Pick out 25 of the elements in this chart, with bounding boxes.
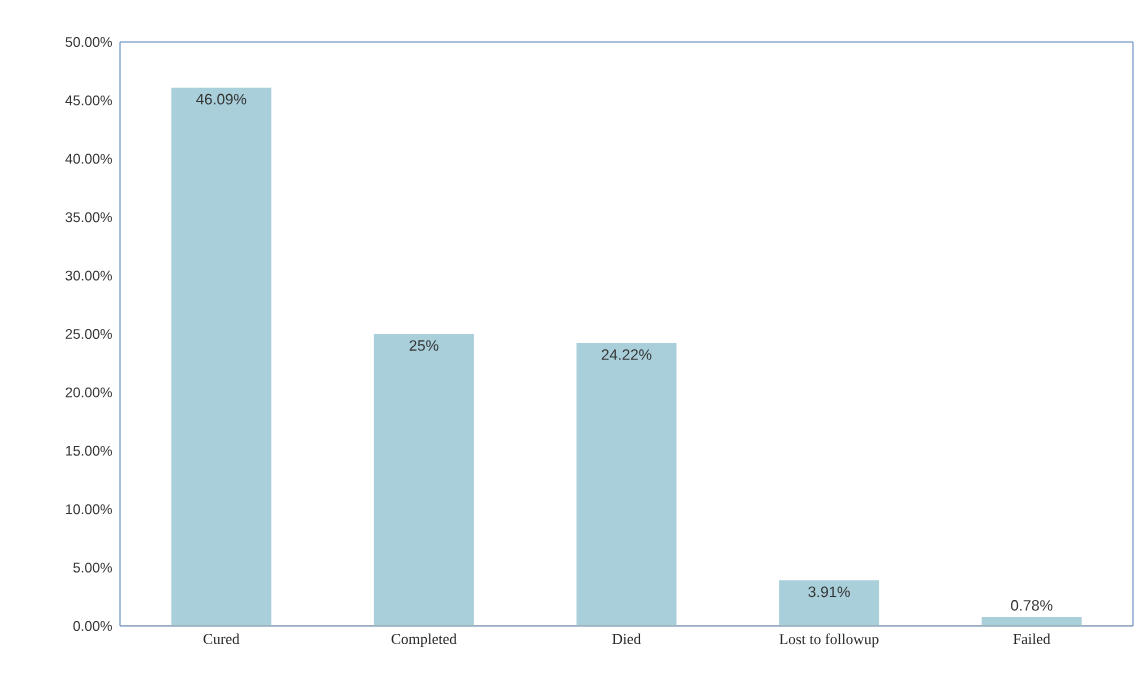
y-tick-label: 20.00% (65, 387, 112, 398)
y-tick-label: 5.00% (73, 562, 112, 573)
y-tick-label: 0.00% (73, 621, 112, 631)
y-tick-label: 40.00% (65, 153, 112, 164)
y-tick-label: 50.00% (65, 37, 112, 47)
x-tick-label: Cured (203, 633, 240, 645)
data-label: 0.78% (1011, 600, 1053, 611)
data-label: 24.22% (601, 349, 652, 360)
data-label: 25% (409, 340, 439, 351)
bar (171, 87, 272, 626)
x-tick-label: Died (612, 633, 641, 645)
data-label: 46.09% (196, 93, 247, 105)
bar (576, 343, 677, 626)
data-label: 3.91% (808, 586, 850, 598)
x-tick-label: Completed (391, 633, 457, 648)
bar (779, 580, 880, 626)
x-tick-label: Lost to followup (779, 633, 879, 648)
y-tick-label: 35.00% (65, 212, 112, 223)
y-tick-label: 15.00% (66, 445, 112, 456)
x-tick-label: Failed (1013, 633, 1051, 645)
y-tick-label: 30.00% (65, 270, 112, 281)
y-tick-label: 45.00% (65, 95, 112, 106)
bar (373, 334, 474, 626)
y-tick-label: 10.00% (66, 504, 112, 515)
y-tick-label: 25.00% (65, 329, 112, 339)
